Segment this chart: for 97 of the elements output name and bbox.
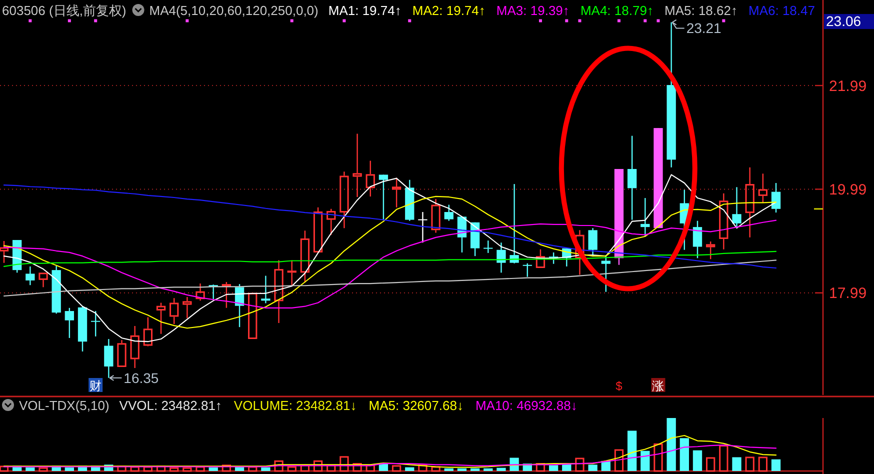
candlestick bbox=[38, 272, 48, 288]
candlestick bbox=[706, 240, 716, 260]
candlestick bbox=[130, 325, 140, 369]
candlestick bbox=[444, 204, 454, 222]
text: MA5: 18.62↑ bbox=[664, 3, 738, 18]
chart-title: VOL-TDX(5,10) bbox=[19, 398, 110, 413]
y-tick-label: 21.99 bbox=[829, 78, 867, 95]
annotation: $ bbox=[616, 379, 623, 393]
candlestick bbox=[352, 133, 362, 198]
text: MA1: 19.74↑ bbox=[328, 3, 402, 18]
candlestick bbox=[340, 170, 349, 229]
bar bbox=[692, 450, 702, 471]
candlestick bbox=[287, 260, 296, 288]
bar bbox=[666, 418, 676, 471]
bar bbox=[719, 445, 728, 472]
text: 23.06 bbox=[826, 13, 862, 29]
chart-subtitle: MA4(5,10,20,60,120,250,0,0) bbox=[149, 3, 318, 18]
candlestick bbox=[548, 252, 558, 264]
annotation: 涨 bbox=[652, 379, 664, 393]
text: MA5: 32607.68↓ bbox=[368, 398, 464, 413]
bar bbox=[287, 466, 296, 472]
candlestick bbox=[196, 282, 205, 302]
candlestick bbox=[418, 211, 428, 244]
candlestick bbox=[732, 186, 742, 229]
bar bbox=[745, 456, 754, 472]
bar bbox=[758, 456, 768, 472]
candlestick bbox=[300, 230, 310, 284]
bar bbox=[588, 464, 598, 471]
candlestick bbox=[484, 240, 493, 254]
bar bbox=[431, 466, 440, 472]
bar bbox=[182, 467, 192, 472]
candlestick bbox=[182, 296, 192, 319]
candlestick bbox=[26, 266, 35, 286]
bar bbox=[484, 468, 493, 471]
bar bbox=[457, 468, 467, 471]
candlestick bbox=[156, 302, 166, 334]
annotation: 财 bbox=[90, 379, 102, 393]
candlestick bbox=[431, 198, 440, 234]
text: MA6: 18.47 bbox=[748, 3, 816, 18]
candlestick bbox=[588, 227, 598, 258]
annotation: 16.35 bbox=[124, 370, 159, 386]
candlestick bbox=[170, 297, 179, 325]
bar bbox=[38, 467, 48, 472]
y-tick-label: 17.99 bbox=[829, 285, 867, 302]
candlestick bbox=[771, 182, 781, 214]
candlestick bbox=[627, 135, 637, 220]
bar bbox=[261, 467, 270, 471]
bar bbox=[496, 468, 506, 471]
candlestick bbox=[392, 177, 402, 208]
line-series bbox=[3, 184, 777, 269]
annotation: 23.21 bbox=[686, 20, 722, 36]
bar bbox=[548, 465, 558, 471]
bar bbox=[470, 468, 480, 471]
bar bbox=[627, 430, 637, 471]
candlestick bbox=[692, 220, 702, 259]
bar bbox=[170, 467, 179, 472]
bar bbox=[732, 457, 742, 471]
candlestick bbox=[601, 254, 610, 292]
bar bbox=[706, 457, 716, 472]
candlestick bbox=[510, 183, 519, 264]
text: MA10: 46932.88↓ bbox=[475, 398, 578, 413]
candlestick bbox=[91, 310, 100, 338]
candlestick bbox=[0, 240, 9, 264]
bar bbox=[64, 467, 74, 471]
text: VOLUME: 23482.81↓ bbox=[234, 398, 357, 413]
candlestick bbox=[522, 262, 532, 278]
bar bbox=[680, 438, 689, 471]
candlestick bbox=[326, 208, 336, 236]
candlestick bbox=[104, 338, 114, 378]
text: MA3: 19.39↑ bbox=[496, 3, 570, 18]
bar bbox=[26, 467, 35, 471]
text: VVOL: 23482.81↑ bbox=[119, 398, 222, 413]
candlestick bbox=[117, 339, 126, 368]
candlestick bbox=[64, 307, 74, 339]
text: MA2: 19.74↑ bbox=[412, 3, 486, 18]
bar bbox=[771, 459, 781, 471]
candlestick bbox=[274, 260, 284, 324]
y-tick-label: 19.99 bbox=[829, 181, 867, 198]
candlestick bbox=[261, 275, 270, 304]
candlestick bbox=[719, 192, 728, 250]
chart-title: 603506 (日线,前复权) bbox=[2, 3, 126, 18]
bar bbox=[208, 467, 218, 471]
candlestick bbox=[496, 242, 506, 274]
bar bbox=[654, 443, 663, 472]
bar bbox=[405, 467, 414, 471]
text: MA4: 18.79↑ bbox=[580, 3, 654, 18]
candlestick bbox=[143, 316, 153, 346]
candlestick bbox=[640, 197, 650, 237]
bar bbox=[392, 465, 402, 472]
bar bbox=[575, 458, 584, 472]
bar bbox=[640, 450, 650, 471]
candlestick bbox=[758, 173, 768, 204]
candlestick bbox=[745, 166, 754, 238]
candlestick bbox=[366, 160, 375, 198]
candlestick bbox=[378, 174, 388, 220]
candlestick bbox=[222, 281, 232, 309]
bar bbox=[444, 468, 454, 471]
